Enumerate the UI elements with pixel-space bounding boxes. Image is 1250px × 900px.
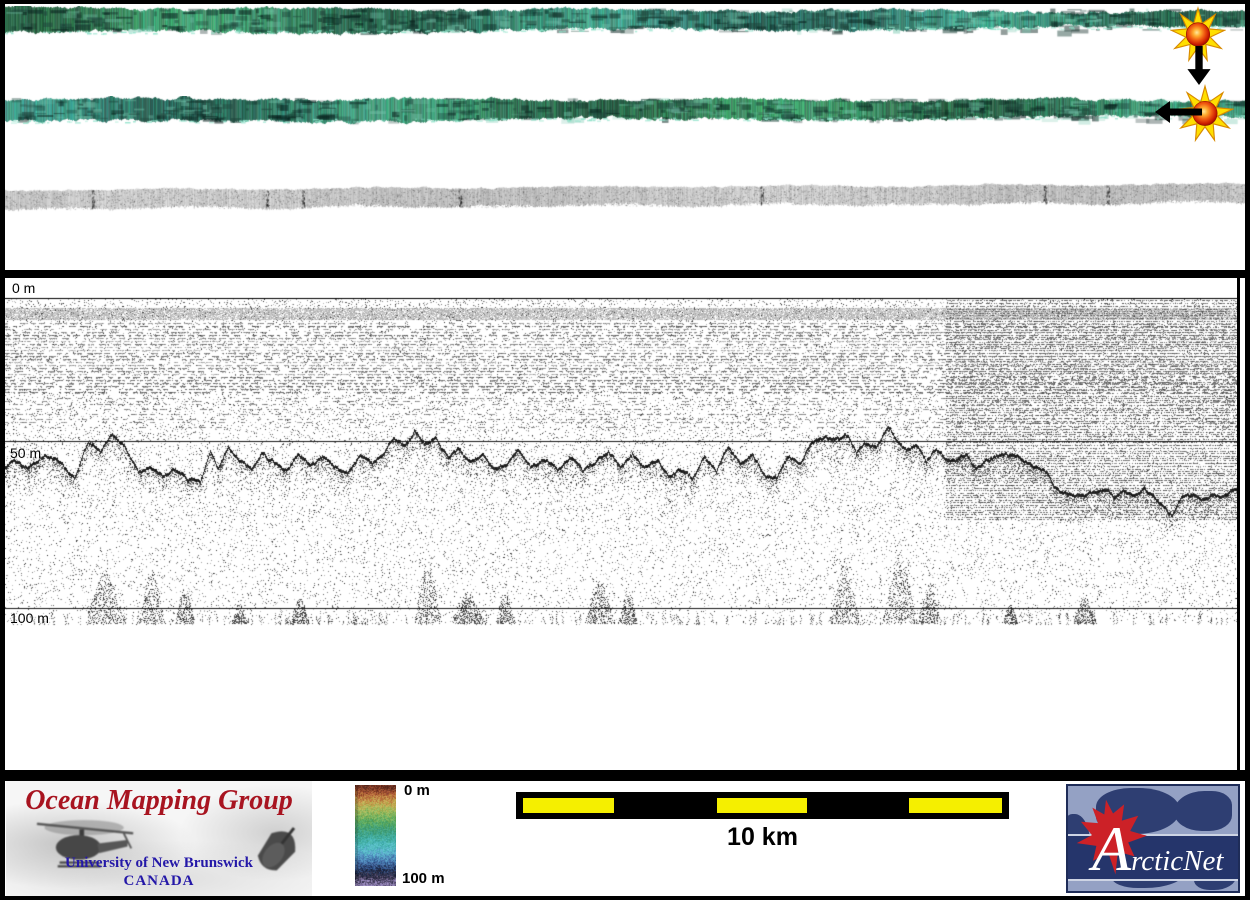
- arcticnet-wordmark: ArcticNet: [1092, 813, 1224, 884]
- multibeam-swath-strip-2: [5, 96, 1245, 126]
- omg-logo: Ocean Mapping Group University of New Br…: [6, 781, 312, 896]
- omg-country: CANADA: [123, 873, 195, 889]
- omg-subtitle: University of New Brunswick: [65, 855, 253, 871]
- arrow-left-icon: [1154, 99, 1202, 125]
- scale-segment: [523, 798, 614, 813]
- scale-segment: [717, 798, 807, 813]
- sidescan-swath-strip: [5, 180, 1245, 216]
- depth-label-0m: 0 m: [12, 280, 36, 296]
- arrow-down-icon: [1186, 46, 1212, 86]
- distance-scale-bar: [516, 792, 1009, 819]
- helicopter-icon: [26, 805, 146, 871]
- survey-turn-starburst-icon: [1169, 6, 1227, 64]
- survey-turn-starburst-icon: [1175, 83, 1235, 143]
- depth-colorscale: [355, 785, 396, 886]
- echogram-image: [5, 278, 1237, 770]
- colorscale-top-label: 0 m: [404, 782, 430, 799]
- survey-track-panel: [5, 4, 1245, 270]
- arcticnet-band-separator: [1068, 879, 1238, 881]
- multibeam-swath-strip-1: [5, 6, 1245, 38]
- legend-bar: Ocean Mapping Group University of New Br…: [5, 781, 1245, 896]
- omg-title: Ocean Mapping Group: [25, 785, 293, 816]
- depth-label-100m: 100 m: [10, 610, 49, 626]
- distance-scale-label: 10 km: [727, 823, 798, 851]
- arcticnet-band-separator: [1068, 834, 1238, 836]
- arcticnet-map-shape: [1174, 791, 1232, 831]
- maple-leaf-icon: [1068, 790, 1154, 886]
- vessel-icon: [248, 807, 310, 889]
- subbottom-echogram-panel: 0 m 50 m 100 m: [5, 278, 1245, 770]
- scale-segment: [909, 798, 1002, 813]
- arcticnet-logo: ArcticNet: [1066, 784, 1240, 893]
- echogram-right-border: [1237, 278, 1240, 770]
- depth-label-50m: 50 m: [10, 445, 42, 461]
- colorscale-bottom-label: 100 m: [402, 870, 445, 887]
